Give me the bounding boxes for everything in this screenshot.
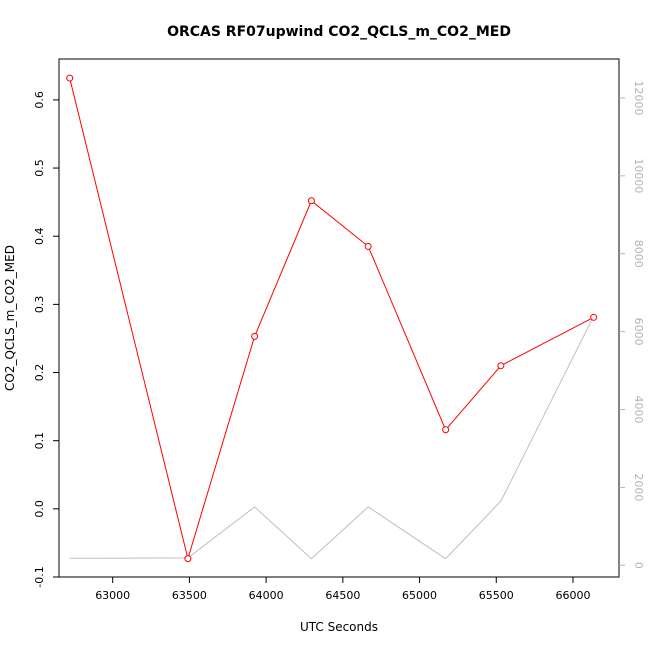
x-tick-label: 66000 [555, 589, 590, 602]
data-point [184, 555, 192, 563]
y-axis-left: -0.1 0.0 0.1 0.2 0.3 0.4 0.5 0.6 [33, 91, 59, 588]
x-tick-label: 63000 [95, 589, 130, 602]
data-point [442, 426, 450, 434]
y-tick-label-right: 4000 [632, 396, 645, 424]
data-point [66, 74, 74, 82]
y-tick-label-right: 6000 [632, 318, 645, 346]
y-tick-label-left: -0.1 [33, 566, 46, 587]
y-tick-label-left: 0.2 [33, 364, 46, 382]
x-tick-label: 63500 [172, 589, 207, 602]
x-tick-label: 64000 [249, 589, 284, 602]
plot-frame [58, 58, 620, 578]
y-tick-label-left: 0.5 [33, 159, 46, 177]
x-tick-label: 65000 [402, 589, 437, 602]
y-axis-label: CO2_QCLS_m_CO2_MED [3, 245, 17, 391]
series-layer [66, 74, 598, 563]
y-tick-label-right: 0 [632, 562, 645, 569]
plot-area [58, 58, 620, 578]
y-tick-label-left: 0.6 [33, 91, 46, 109]
y-tick-label-left: 0.0 [33, 500, 46, 518]
x-axis: 63000 63500 64000 64500 65000 65500 66000 [95, 577, 590, 602]
x-tick-label: 64500 [325, 589, 360, 602]
y-axis-right: 0 2000 4000 6000 8000 10000 12000 [619, 80, 645, 569]
data-point [590, 313, 598, 321]
y-tick-label-left: 0.4 [33, 227, 46, 245]
y-tick-label-right: 10000 [632, 158, 645, 193]
y-tick-label-right: 2000 [632, 473, 645, 501]
x-axis-label: UTC Seconds [300, 620, 378, 634]
series-line-left [69, 77, 594, 561]
data-point [497, 362, 505, 370]
data-point [251, 332, 259, 340]
y-tick-label-left: 0.1 [33, 432, 46, 450]
data-point [364, 242, 372, 250]
series-line-right [69, 315, 595, 560]
y-tick-label-left: 0.3 [33, 296, 46, 314]
data-point [307, 197, 315, 205]
chart-title: ORCAS RF07upwind CO2_QCLS_m_CO2_MED [167, 24, 511, 40]
x-tick-label: 65500 [479, 589, 514, 602]
y-tick-label-right: 12000 [632, 80, 645, 115]
y-tick-label-right: 8000 [632, 240, 645, 268]
